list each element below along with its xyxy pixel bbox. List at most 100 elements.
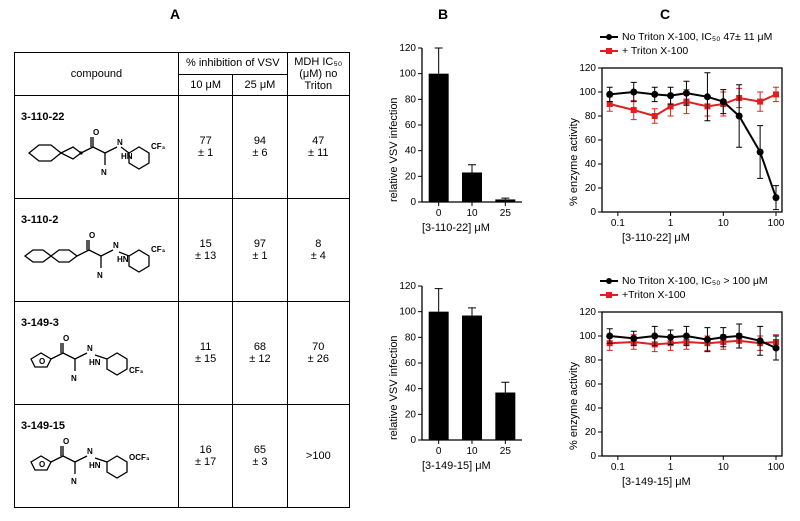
svg-text:120: 120 xyxy=(399,43,416,54)
svg-text:80: 80 xyxy=(405,94,417,105)
svg-text:40: 40 xyxy=(405,384,417,395)
svg-text:HN: HN xyxy=(117,255,129,264)
panel-label-b: B xyxy=(438,6,448,22)
th-compound: compound xyxy=(15,53,179,96)
inhib10-cell: 77± 1 xyxy=(178,96,232,199)
mdh-cell: >100 xyxy=(287,405,349,508)
mdh-cell: 47± 11 xyxy=(287,96,349,199)
x-axis-label: [3-149-15] μM xyxy=(422,460,491,472)
svg-text:80: 80 xyxy=(585,111,597,122)
compound-cell: 3-149-15OONNHNOCF₃ xyxy=(15,405,179,508)
mdh-cell: 8± 4 xyxy=(287,199,349,302)
svg-text:0: 0 xyxy=(590,451,596,462)
svg-text:0: 0 xyxy=(590,207,596,218)
svg-text:80: 80 xyxy=(585,355,597,366)
svg-text:40: 40 xyxy=(585,403,597,414)
table-row: 3-110-2ONHNNCF₃15± 1397± 18± 4 xyxy=(15,199,350,302)
svg-text:N: N xyxy=(97,271,103,280)
svg-text:HN: HN xyxy=(89,358,101,367)
compound-table: compound % inhibition of VSV MDH IC₅₀ (μ… xyxy=(14,52,350,508)
svg-text:O: O xyxy=(39,357,45,366)
y-axis-label: % enzyme activity xyxy=(568,362,580,450)
svg-text:N: N xyxy=(117,138,123,147)
th-inhib-group: % inhibition of VSV xyxy=(178,53,287,75)
panel-label-c: C xyxy=(660,6,670,22)
bar-chart-3-110-22: 0 20 40 60 80 100 120 0 10 25 relative VSV infecti… xyxy=(378,40,528,250)
inhib25-cell: 94± 6 xyxy=(233,96,287,199)
svg-text:CF₃: CF₃ xyxy=(129,366,144,375)
y-axis-label: relative VSV infection xyxy=(388,97,400,202)
mdh-cell: 70± 26 xyxy=(287,302,349,405)
table-row: 3-110-22ONNHNCF₃77± 194± 647± 11 xyxy=(15,96,350,199)
svg-text:HN: HN xyxy=(121,152,133,161)
inhib10-cell: 11± 15 xyxy=(178,302,232,405)
table-row: 3-149-3OONNHNCF₃11± 1568± 1270± 26 xyxy=(15,302,350,405)
svg-text:0.1: 0.1 xyxy=(611,218,625,229)
svg-text:40: 40 xyxy=(405,146,417,157)
dose-chart-3-149-15: 0204060801001200.1110100No Triton X-100,… xyxy=(558,270,790,500)
inhib10-cell: 15± 13 xyxy=(178,199,232,302)
legend: No Triton X-100, IC₅₀ 47± 11 μM+ Triton … xyxy=(600,30,772,58)
svg-text:100: 100 xyxy=(399,69,416,80)
x-axis-label: [3-149-15] μM xyxy=(622,476,691,488)
svg-text:25: 25 xyxy=(500,446,512,457)
bar-chart-3-149-15: 02040608010012001025relative VSV infecti… xyxy=(378,278,528,488)
svg-text:O: O xyxy=(89,231,95,240)
svg-text:20: 20 xyxy=(585,427,597,438)
svg-text:60: 60 xyxy=(585,379,597,390)
svg-text:100: 100 xyxy=(579,331,596,342)
svg-text:100: 100 xyxy=(399,307,416,318)
svg-text:0: 0 xyxy=(436,208,442,219)
inhib25-cell: 97± 1 xyxy=(233,199,287,302)
svg-text:CF₃: CF₃ xyxy=(151,245,166,254)
compound-cell: 3-110-22ONNHNCF₃ xyxy=(15,96,179,199)
svg-text:0.1: 0.1 xyxy=(611,462,625,473)
y-axis-label: relative VSV infection xyxy=(388,335,400,440)
th-10um: 10 μM xyxy=(178,74,232,96)
svg-text:0: 0 xyxy=(436,446,442,457)
svg-text:25: 25 xyxy=(500,208,512,219)
svg-text:60: 60 xyxy=(405,120,417,131)
svg-text:10: 10 xyxy=(466,208,478,219)
svg-text:80: 80 xyxy=(405,332,417,343)
svg-text:N: N xyxy=(101,168,107,177)
svg-text:N: N xyxy=(87,344,93,353)
svg-text:N: N xyxy=(71,374,77,383)
svg-text:O: O xyxy=(63,334,69,343)
th-mdh: MDH IC₅₀ (μM) no Triton xyxy=(287,53,349,96)
svg-text:O: O xyxy=(39,460,45,469)
svg-text:N: N xyxy=(113,241,119,250)
svg-text:CF₃: CF₃ xyxy=(151,142,166,151)
svg-text:20: 20 xyxy=(405,409,417,420)
panel-label-a: A xyxy=(170,6,180,22)
svg-text:1: 1 xyxy=(668,462,674,473)
compound-cell: 3-149-3OONNHNCF₃ xyxy=(15,302,179,405)
svg-text:N: N xyxy=(71,477,77,486)
compound-cell: 3-110-2ONHNNCF₃ xyxy=(15,199,179,302)
svg-text:100: 100 xyxy=(768,462,785,473)
svg-text:60: 60 xyxy=(405,358,417,369)
legend: No Triton X-100, IC₅₀ > 100 μM+Triton X-… xyxy=(600,274,768,302)
svg-text:OCF₃: OCF₃ xyxy=(129,453,150,462)
svg-text:1: 1 xyxy=(668,218,674,229)
x-axis-label: [3-110-22] μM xyxy=(422,222,490,234)
svg-text:20: 20 xyxy=(585,183,597,194)
svg-text:120: 120 xyxy=(399,281,416,292)
svg-text:20: 20 xyxy=(405,171,417,182)
svg-text:100: 100 xyxy=(768,218,785,229)
svg-text:60: 60 xyxy=(585,135,597,146)
svg-text:O: O xyxy=(63,437,69,446)
y-axis-label: % enzyme activity xyxy=(568,118,580,206)
svg-text:120: 120 xyxy=(579,63,596,74)
svg-text:100: 100 xyxy=(579,87,596,98)
svg-text:10: 10 xyxy=(718,218,730,229)
inhib25-cell: 68± 12 xyxy=(233,302,287,405)
svg-text:40: 40 xyxy=(585,159,597,170)
svg-text:N: N xyxy=(87,447,93,456)
svg-text:O: O xyxy=(93,128,99,137)
svg-text:10: 10 xyxy=(718,462,730,473)
inhib10-cell: 16± 17 xyxy=(178,405,232,508)
table-row: 3-149-15OONNHNOCF₃16± 1765± 3>100 xyxy=(15,405,350,508)
svg-text:0: 0 xyxy=(410,197,416,208)
inhib25-cell: 65± 3 xyxy=(233,405,287,508)
